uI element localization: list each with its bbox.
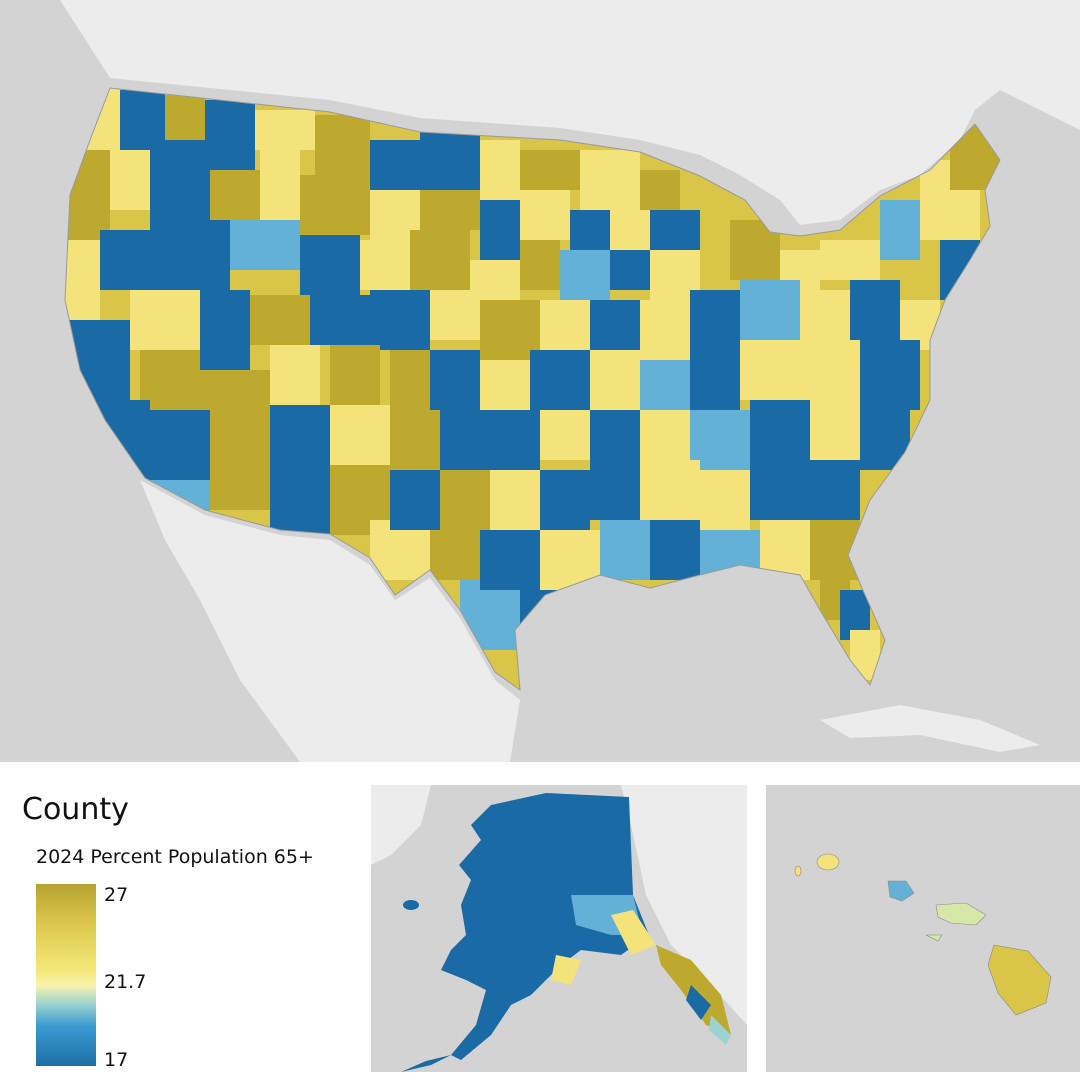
island-west: [403, 900, 419, 910]
aleutian-chain: [401, 1055, 451, 1072]
legend-max-label: 27: [104, 884, 129, 906]
alaska-south-county: [611, 910, 656, 955]
alaska-body: [441, 793, 649, 1060]
mexico-land: [140, 480, 520, 762]
canada-land: [0, 0, 1080, 225]
oahu-island: [887, 880, 915, 902]
alaska-map: [371, 785, 747, 1072]
kenai-county: [551, 955, 581, 985]
kauai-island: [816, 853, 840, 871]
legend: County 2024 Percent Population 65+ 27 21…: [0, 762, 365, 1080]
niihau-island: [794, 865, 802, 877]
legend-subtitle: 2024 Percent Population 65+: [36, 846, 314, 868]
hawaii-inset-map[interactable]: [766, 785, 1080, 1072]
legend-title: County: [22, 792, 129, 827]
main-map[interactable]: [0, 0, 1080, 762]
canada-yukon-land: [621, 785, 747, 1025]
legend-min-label: 17: [104, 1049, 129, 1071]
legend-color-ramp: [36, 884, 96, 1066]
panhandle-light: [709, 1015, 731, 1045]
cuba-land: [820, 705, 1040, 752]
county-choropleth: [65, 88, 1000, 690]
hawaii-map: [794, 853, 1052, 1016]
alaska-inset-map[interactable]: [371, 785, 747, 1072]
panhandle-blue: [686, 985, 711, 1020]
russia-land: [371, 785, 431, 865]
big-island: [987, 944, 1052, 1016]
us-outline: [64, 87, 1001, 692]
maui-county: [925, 902, 987, 942]
legend-mid-label: 21.7: [104, 971, 147, 993]
contiguous-us-map: [0, 0, 1080, 762]
